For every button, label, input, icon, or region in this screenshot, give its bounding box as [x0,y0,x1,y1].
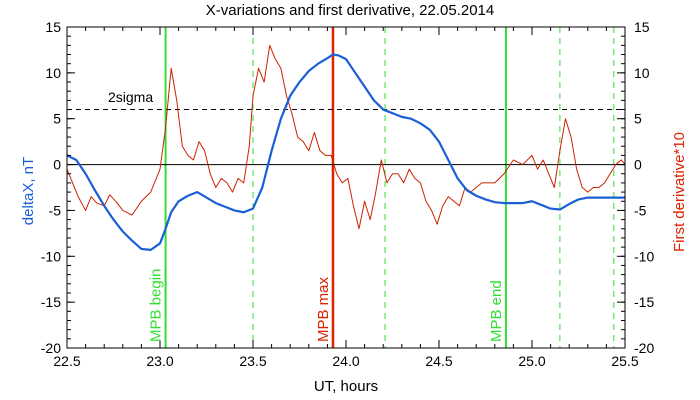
sigma-label: 2sigma [108,89,153,105]
marker-label: MPB begin [148,269,165,342]
x-tick-label: 23.5 [239,353,266,369]
chart-title: X-variations and first derivative, 22.05… [206,2,495,19]
y-tick-label-right: -20 [634,340,654,356]
x-tick-label: 25.5 [611,353,638,369]
y-tick-label-right: -15 [634,294,654,310]
axis-ticks [66,26,626,349]
marker-label: MPB max [315,276,332,342]
y-tick-label-left: 5 [53,111,61,127]
y-tick-label-right: -10 [634,248,654,264]
y-tick-label-right: 15 [634,19,650,35]
y-tick-label-left: -10 [41,248,61,264]
y-axis-right-label: First derivative*10 [671,132,688,252]
series-group [67,44,625,251]
series-deltax-line [67,53,625,251]
axis-tick-labels: 22.5 23.0 23.5 24.0 24.5 25.0 25.5-20 -20-15 -15… [41,19,655,369]
y-tick-label-left: -20 [41,340,61,356]
y-axis-left-label: deltaX, nT [20,157,37,225]
series-derivative-line [67,44,625,230]
x-tick-label: 22.5 [53,353,80,369]
y-tick-label-right: 5 [634,111,642,127]
y-tick-label-right: 0 [634,157,642,173]
x-tick-label: 24.5 [425,353,452,369]
y-tick-label-right: 10 [634,65,650,81]
marker-label: MPB end [488,280,505,342]
y-tick-label-left: 10 [45,65,61,81]
reference-lines [67,109,625,166]
y-tick-label-left: 0 [53,157,61,173]
x-tick-label: 24.0 [332,353,359,369]
y-tick-label-left: 15 [45,19,61,35]
x-axis-label: UT, hours [314,378,378,395]
y-tick-label-left: -5 [49,202,62,218]
x-tick-label: 25.0 [518,353,545,369]
marker-labels: MPB begin MPB max MPB end [148,269,505,342]
x-tick-label: 23.0 [146,353,173,369]
y-tick-label-right: -5 [634,202,647,218]
y-tick-label-left: -15 [41,294,61,310]
marker-lines [164,27,615,348]
